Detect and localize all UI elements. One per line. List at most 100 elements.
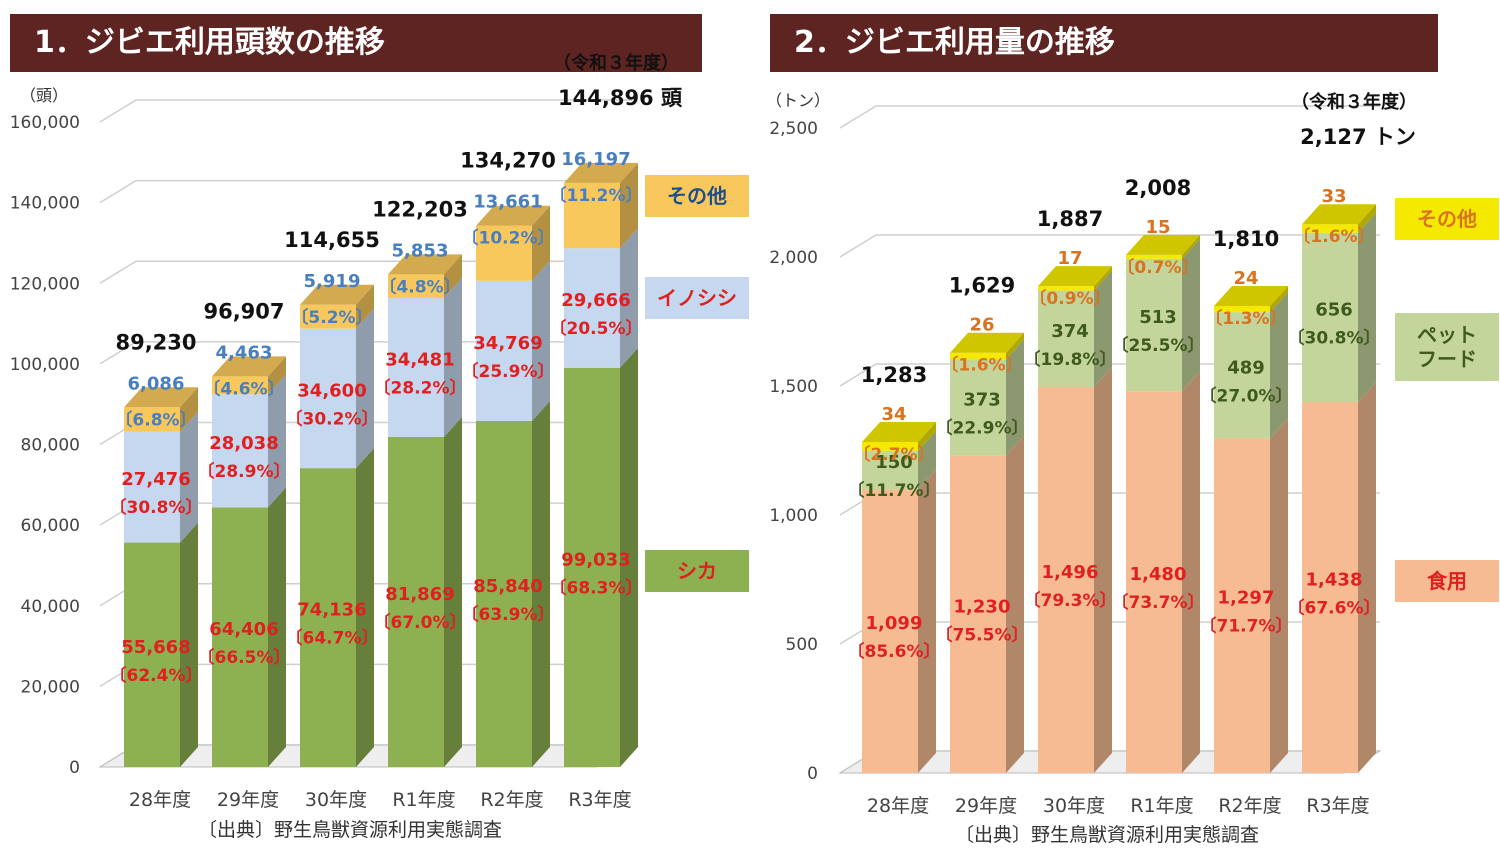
chart2-bar-side (1270, 418, 1288, 773)
chart1-bar-side (180, 522, 198, 767)
chart2-bar-side (1358, 212, 1376, 402)
chart2-bar-side (1006, 435, 1024, 773)
chart2-value-label: 24 (1233, 268, 1258, 289)
chart2-bar-segment (1214, 312, 1270, 439)
chart2-bar-side (1358, 381, 1376, 773)
chart1-pct-label: 〔62.4%〕 (110, 665, 203, 686)
chart2-category-label: 28年度 (867, 795, 929, 817)
chart2-pct-label: 〔67.6%〕 (1288, 597, 1381, 618)
chart2-value-label: 1,099 (866, 613, 923, 634)
chart2-bar-segment (950, 359, 1006, 456)
chart2-legend-label: フード (1417, 347, 1477, 371)
chart2-total-label: 1,887 (1037, 207, 1103, 231)
chart1-category-label: 30年度 (305, 789, 367, 811)
chart2-bar-segment (862, 441, 918, 451)
chart1-value-label: 5,919 (304, 271, 361, 292)
chart2-value-label: 1,480 (1130, 564, 1187, 585)
chart2-total-label: 2,127 トン (1300, 125, 1416, 149)
chart1-pct-label: 〔11.2%〕 (550, 185, 643, 206)
chart2-bar-top (950, 332, 1024, 353)
chart1-bar-segment (476, 225, 532, 281)
chart1-value-label: 64,406 (209, 619, 278, 640)
chart2-bar-segment (1126, 258, 1182, 392)
chart1-value-label: 28,038 (209, 433, 278, 454)
chart1-bar-side (620, 347, 638, 767)
chart1-title: 1．ジビエ利用頭数の推移 (10, 14, 702, 72)
chart1-bar-segment (476, 420, 532, 767)
chart2-ytick-label: 1,500 (769, 377, 818, 397)
chart2-unit-label: （トン） (766, 91, 830, 110)
chart2-annotation: （令和３年度） (1291, 91, 1417, 113)
chart2-pct-label: 〔0.7%〕 (1117, 257, 1198, 278)
chart1-pct-label: 〔28.2%〕 (374, 377, 467, 398)
chart1-pct-label: 〔20.5%〕 (550, 318, 643, 339)
chart2-value-label: 33 (1321, 186, 1346, 207)
chart2-gridline (839, 363, 1380, 387)
chart2-legend-swatch (1395, 560, 1499, 602)
chart1-value-label: 16,197 (561, 149, 630, 170)
chart2-value-label: 1,496 (1042, 562, 1099, 583)
chart1-ytick-label: 40,000 (21, 597, 80, 617)
chart1-total-label: 134,270 (460, 149, 556, 173)
chart2-pct-label: 〔75.5%〕 (936, 624, 1029, 645)
chart1-ytick-label: 100,000 (10, 355, 80, 375)
chart2-pct-label: 〔19.8%〕 (1024, 349, 1117, 370)
chart2-bar-segment (1302, 224, 1358, 233)
chart2-pct-label: 〔11.7%〕 (848, 480, 941, 501)
chart2-bar-segment (1214, 438, 1270, 773)
chart2-gridline (839, 234, 1380, 258)
chart1-category-label: 28年度 (129, 789, 191, 811)
chart1-value-label: 85,840 (473, 576, 542, 597)
chart1-bar-side (620, 162, 638, 249)
chart1-legend-swatch (645, 550, 749, 592)
chart2-bar-side (1270, 292, 1288, 439)
chart2-bar-side (1358, 204, 1376, 233)
chart1-pct-label: 〔64.7%〕 (286, 628, 379, 649)
chart1-legend-label: イノシシ (657, 286, 737, 310)
chart2-ytick-label: 1,000 (769, 506, 818, 526)
chart2-value-label: 17 (1057, 248, 1082, 269)
chart2-pct-label: 〔73.7%〕 (1112, 592, 1205, 613)
chart2-value-label: 1,297 (1218, 588, 1275, 609)
chart1-value-label: 74,136 (297, 600, 366, 621)
chart2-bar-segment (1126, 254, 1182, 259)
chart1-value-label: 34,600 (297, 380, 366, 401)
chart1-bar-side (532, 400, 550, 767)
chart1-category-label: 29年度 (217, 789, 279, 811)
chart2-bar-side (1094, 270, 1112, 388)
chart2-value-label: 373 (963, 390, 1001, 411)
chart2-pct-label: 〔27.0%〕 (1200, 385, 1293, 406)
chart2-value-label: 26 (969, 315, 994, 336)
chart1-bar-segment (564, 367, 620, 767)
chart1-value-label: 99,033 (561, 549, 630, 570)
chart2-bar-side (1270, 286, 1288, 313)
chart2-bar-side (918, 430, 936, 490)
chart1-bar-segment (300, 304, 356, 329)
chart1-gridline (99, 179, 632, 204)
chart2-legend-swatch (1395, 313, 1499, 381)
chart1-value-label: 81,869 (385, 584, 454, 605)
chart1-total-label: 89,230 (115, 330, 196, 354)
chart2-pct-label: 〔79.3%〕 (1024, 590, 1117, 611)
chart1-total-label: 114,655 (284, 228, 380, 252)
chart1-pct-label: 〔63.9%〕 (462, 604, 555, 625)
chart2-bar-top (1126, 234, 1200, 255)
chart2-pct-label: 〔85.6%〕 (848, 641, 941, 662)
chart1-pct-label: 〔67.0%〕 (374, 612, 467, 633)
chart2-bar-side (1182, 234, 1200, 259)
chart1-pct-label: 〔66.5%〕 (198, 647, 291, 668)
chart2-legend-label: その他 (1417, 207, 1477, 231)
chart1-bar-top (212, 356, 286, 377)
chart2-bar-top (862, 421, 936, 442)
chart1-legend-label: その他 (667, 184, 727, 208)
chart1-pct-label: 〔28.9%〕 (198, 461, 291, 482)
chart1-bar-side (356, 308, 374, 469)
chart1-bar-top (564, 162, 638, 183)
chart2-value-label: 150 (875, 452, 913, 473)
chart1-bar-side (356, 448, 374, 767)
chart1-bar-side (180, 387, 198, 432)
chart1-value-label: 13,661 (473, 192, 542, 213)
chart1-pct-label: 〔6.8%〕 (115, 409, 196, 430)
chart1-ytick-label: 120,000 (10, 274, 80, 294)
chart1-category-label: R2年度 (480, 789, 543, 811)
